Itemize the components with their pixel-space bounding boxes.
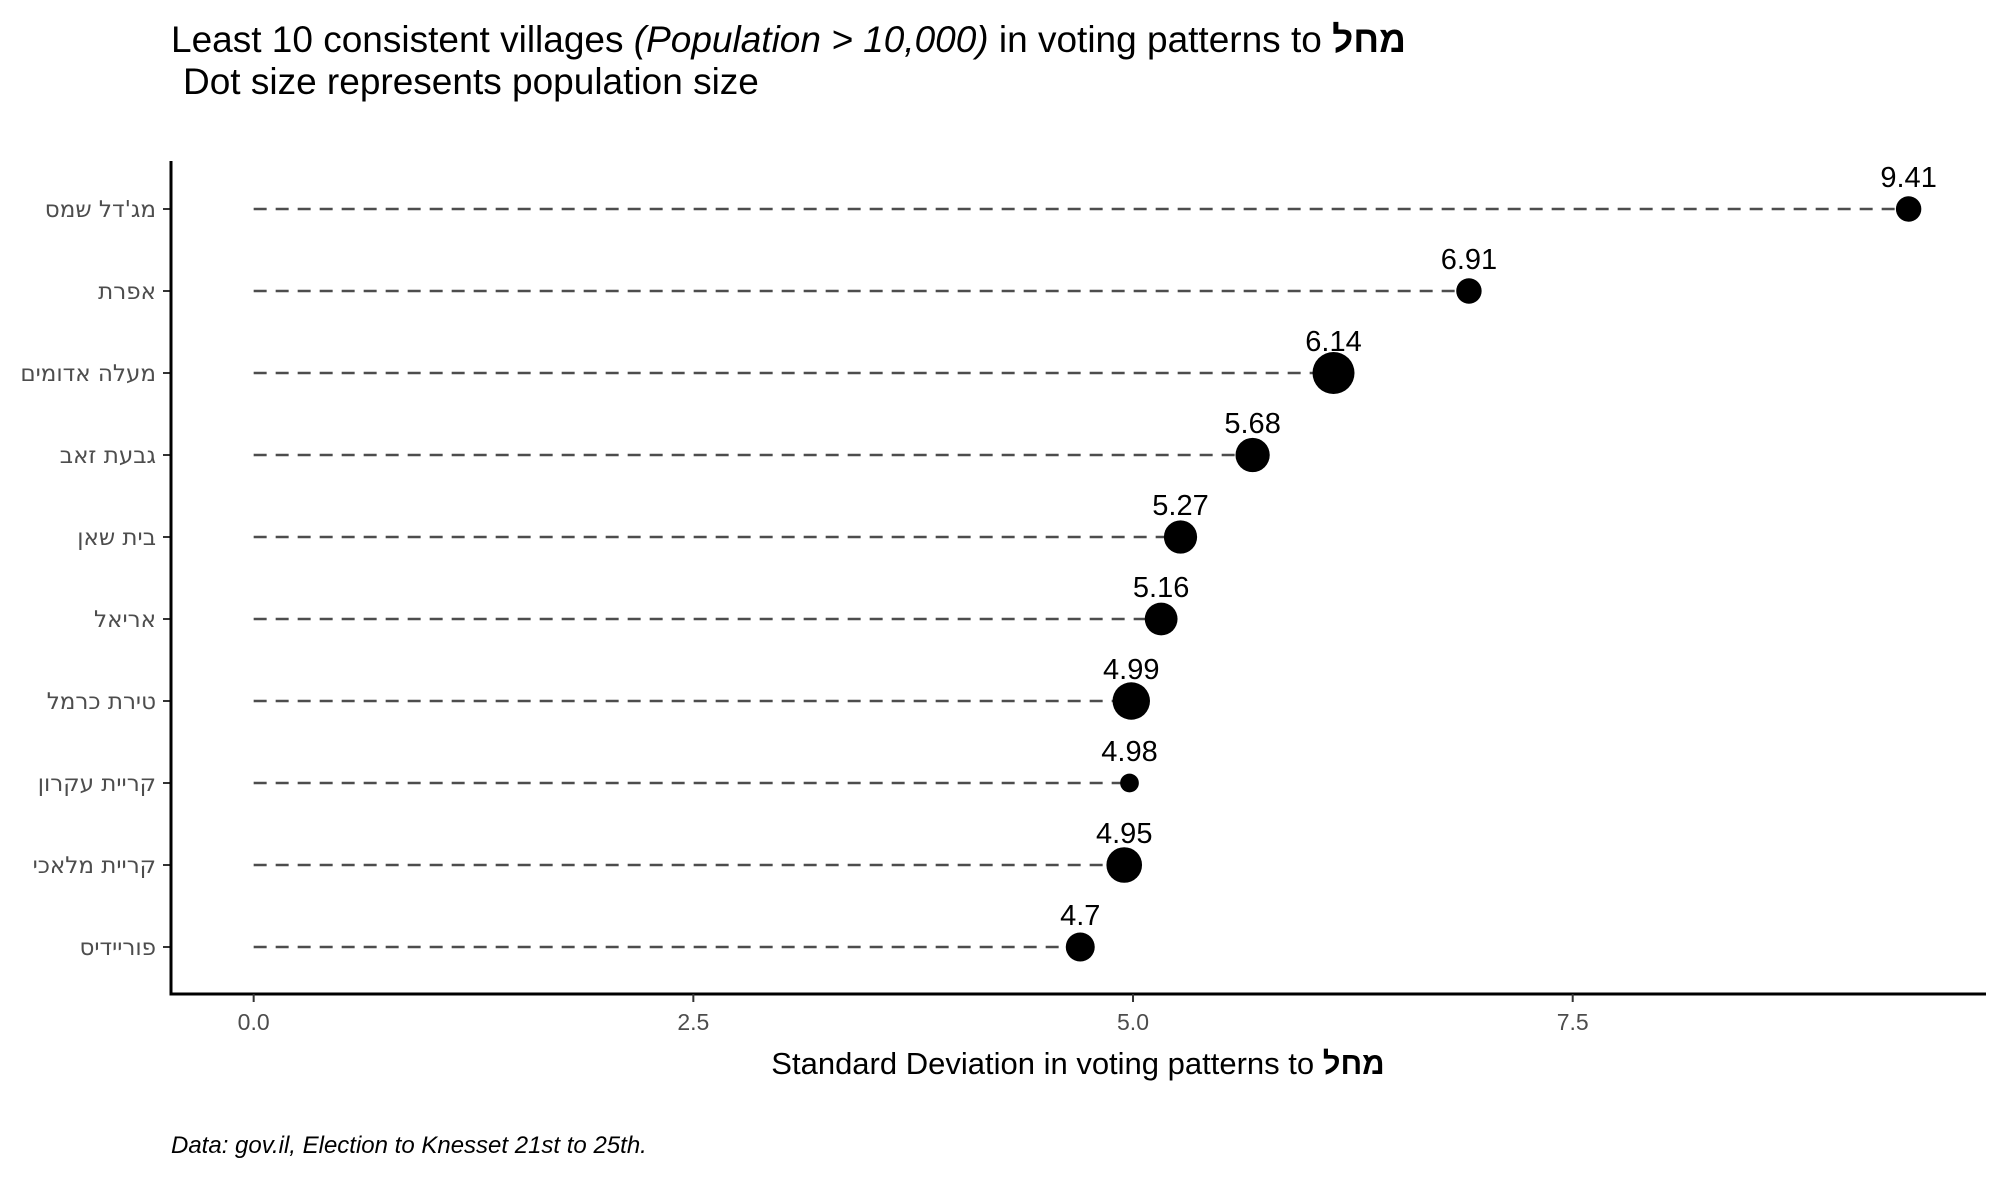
data-point bbox=[1112, 682, 1150, 720]
data-row: 4.99 טירת כרמל bbox=[47, 654, 1159, 720]
data-row: 4.98 קריית עקרון bbox=[38, 736, 1158, 797]
x-tick-label: 7.5 bbox=[1557, 1009, 1589, 1035]
x-axis-ticks: 0.0 2.5 5.0 7.5 bbox=[238, 994, 1589, 1035]
y-tick-label: בית שאן bbox=[77, 525, 156, 551]
data-point bbox=[1312, 352, 1355, 394]
y-tick-label: קריית עקרון bbox=[38, 771, 156, 797]
y-tick-label: מג'דל שמס bbox=[45, 197, 156, 223]
y-tick-label: טירת כרמל bbox=[47, 689, 156, 715]
y-tick-label: גבעת זאב bbox=[60, 443, 156, 469]
x-tick-label: 0.0 bbox=[238, 1009, 270, 1035]
data-point bbox=[1895, 196, 1922, 222]
x-tick-label: 2.5 bbox=[677, 1009, 709, 1035]
y-tick-label: קריית מלאכי bbox=[33, 853, 156, 879]
data-point bbox=[1065, 932, 1095, 962]
x-axis-title: Standard Deviation in voting patterns to… bbox=[771, 1046, 1384, 1081]
y-tick-label: אריאל bbox=[94, 607, 156, 633]
data-row: 9.41 מג'דל שמס bbox=[45, 162, 1937, 223]
data-row: 5.68 גבעת זאב bbox=[60, 408, 1281, 473]
y-tick-label: מעלה אדומים bbox=[20, 361, 156, 387]
chart-title-population: (Population > 10,000) bbox=[634, 19, 989, 60]
data-row: 6.14 מעלה אדומים bbox=[20, 326, 1362, 394]
x-axis-title-text: Standard Deviation in voting patterns to bbox=[771, 1046, 1322, 1081]
data-row: 6.91 אפרת bbox=[98, 244, 1497, 305]
chart-title-part1: Least 10 consistent villages bbox=[171, 19, 634, 60]
data-label: 9.41 bbox=[1880, 162, 1936, 194]
data-point bbox=[1235, 437, 1270, 473]
data-point bbox=[1106, 847, 1143, 883]
data-row: 4.95 קריית מלאכי bbox=[33, 818, 1152, 883]
data-label: 4.99 bbox=[1103, 654, 1159, 686]
data-point bbox=[1144, 602, 1178, 636]
data-row: 5.16 אריאל bbox=[94, 572, 1189, 636]
chart-title: Least 10 consistent villages (Population… bbox=[171, 19, 1406, 60]
data-row: 5.27 בית שאן bbox=[77, 490, 1209, 554]
data-point bbox=[1163, 520, 1198, 554]
data-label: 6.14 bbox=[1305, 326, 1361, 358]
data-label: 4.7 bbox=[1060, 900, 1100, 932]
data-label: 4.98 bbox=[1101, 736, 1157, 768]
y-tick-label: אפרת bbox=[98, 279, 156, 305]
data-label: 5.16 bbox=[1133, 572, 1189, 604]
chart-title-party: מחל bbox=[1332, 19, 1406, 60]
y-tick-label: פוריידיס bbox=[79, 935, 156, 961]
x-tick-label: 5.0 bbox=[1117, 1009, 1149, 1035]
x-axis-title-party: מחל bbox=[1323, 1046, 1385, 1081]
data-row: 4.7 פוריידיס bbox=[79, 900, 1100, 962]
plot-area: 9.41 מג'דל שמס 6.91 אפרת 6.14 מעלה אדומים 5.68… bbox=[20, 162, 1937, 962]
data-point bbox=[1456, 278, 1482, 304]
chart-caption: Data: gov.il, Election to Knesset 21st t… bbox=[171, 1132, 647, 1159]
data-label: 4.95 bbox=[1096, 818, 1152, 850]
data-point bbox=[1120, 773, 1139, 793]
data-label: 5.27 bbox=[1152, 490, 1208, 522]
data-label: 5.68 bbox=[1224, 408, 1280, 440]
chart-title-part3: in voting patterns to bbox=[989, 19, 1332, 60]
chart-subtitle: Dot size represents population size bbox=[183, 61, 759, 102]
data-label: 6.91 bbox=[1441, 244, 1497, 276]
